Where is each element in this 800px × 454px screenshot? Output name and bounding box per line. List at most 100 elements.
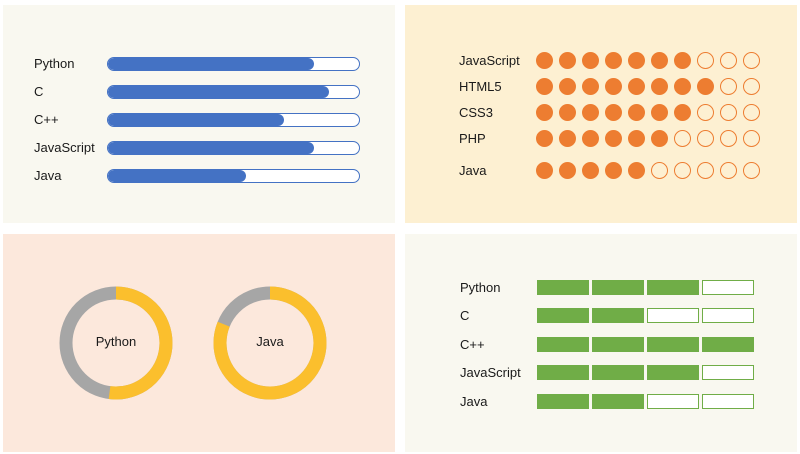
filled-dot [559,78,576,95]
filled-segment [537,308,589,323]
filled-segment [647,280,699,295]
donut-chart: Java [211,284,329,402]
progress-bar-fill [108,114,284,126]
skill-label: Java [34,168,62,183]
progress-bar-fill [108,86,329,98]
filled-dot [651,104,668,121]
filled-segment [592,280,644,295]
filled-dot [582,104,599,121]
filled-segment [537,365,589,380]
skill-label: PHP [459,131,486,146]
filled-dot [605,52,622,69]
filled-dot [628,162,645,179]
filled-segment [647,365,699,380]
filled-segment [537,394,589,409]
filled-dot [559,162,576,179]
filled-segment [537,337,589,352]
donut-fill [59,286,173,400]
progress-bar [107,85,360,99]
filled-dot [582,78,599,95]
filled-dot [536,130,553,147]
filled-dot [559,104,576,121]
filled-dot [605,104,622,121]
filled-dot [628,130,645,147]
donut-ring [59,286,173,400]
filled-dot [605,130,622,147]
filled-dot [628,104,645,121]
empty-segment [647,394,699,409]
empty-dot [743,78,760,95]
segment-rating [537,280,754,295]
empty-dot [743,104,760,121]
progress-bar [107,169,360,183]
skill-label: JavaScript [460,365,521,380]
filled-dot [628,52,645,69]
segment-rating [537,394,754,409]
filled-dot [536,78,553,95]
skill-label: C [34,84,44,99]
skill-label: Java [459,163,487,178]
skill-label: HTML5 [459,79,502,94]
skill-label: Python [34,56,75,71]
filled-dot [651,78,668,95]
skill-label: Java [460,394,488,409]
skill-label: C [460,308,470,323]
segment-rating [537,337,754,352]
empty-segment [702,280,754,295]
filled-dot [536,162,553,179]
dot-rating [536,52,760,69]
empty-segment [647,308,699,323]
progress-bar [107,57,360,71]
filled-dot [559,130,576,147]
progress-bar-fill [108,58,314,70]
filled-dot [559,52,576,69]
filled-dot [536,104,553,121]
donut-label: Java [256,334,284,349]
filled-segment [702,337,754,352]
donut-ring [213,286,327,400]
empty-segment [702,308,754,323]
dot-rating [536,130,760,147]
filled-segment [592,394,644,409]
empty-dot [720,130,737,147]
filled-dot [582,130,599,147]
empty-dot [743,52,760,69]
empty-segment [702,365,754,380]
donut-label: Python [95,334,137,349]
filled-dot [605,78,622,95]
donut-fill [213,286,327,400]
progress-bar [107,113,360,127]
empty-dot [697,52,714,69]
empty-dot [651,162,668,179]
empty-dot [697,130,714,147]
skill-label: CSS3 [459,105,493,120]
filled-dot [651,130,668,147]
filled-dot [582,162,599,179]
empty-segment [702,394,754,409]
segment-rating-panel: Python C C++ JavaScript Java [405,234,797,452]
empty-dot [743,162,760,179]
segment-rating [537,365,754,380]
filled-dot [628,78,645,95]
skill-label: Python [460,280,501,295]
progress-bar-fill [108,142,314,154]
progress-bar-panel: Python C C++ JavaScript Java [3,5,395,223]
empty-dot [720,52,737,69]
segment-rating [537,308,754,323]
progress-bar [107,141,360,155]
filled-segment [592,365,644,380]
dot-rating [536,162,760,179]
skill-label: JavaScript [459,53,520,68]
empty-dot [674,130,691,147]
dot-rating-panel: JavaScript HTML5 CSS3 PHP Java [405,5,797,223]
empty-dot [697,104,714,121]
empty-dot [720,104,737,121]
filled-dot [536,52,553,69]
skill-label: C++ [34,112,59,127]
filled-dot [674,104,691,121]
donut-chart-panel: Python Java [3,234,395,452]
empty-dot [720,78,737,95]
skill-label: JavaScript [34,140,95,155]
empty-dot [743,130,760,147]
filled-segment [647,337,699,352]
